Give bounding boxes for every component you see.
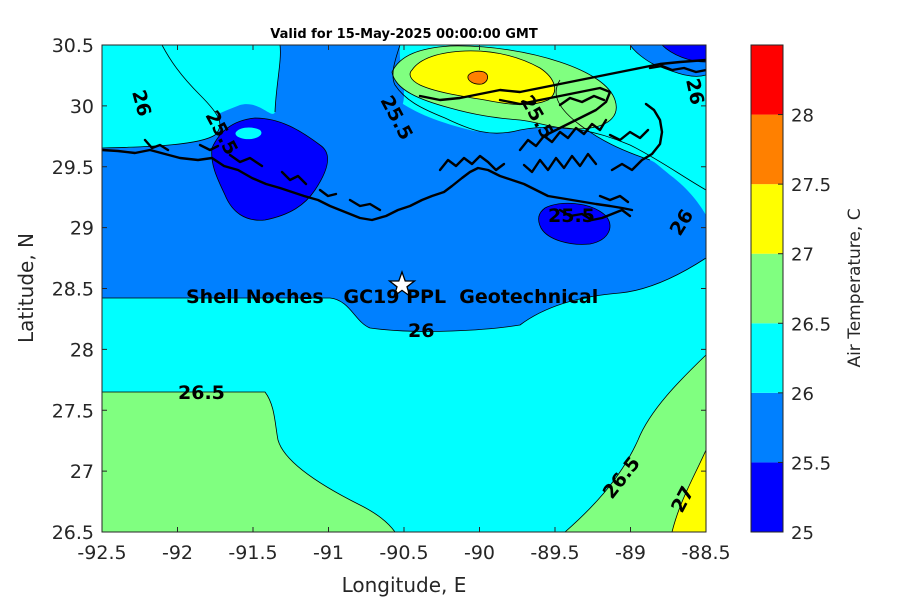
- contour-label: 26: [408, 320, 434, 342]
- x-tick-label: -89: [615, 542, 646, 564]
- site-marker: Shell Noches GC19 PPL Geotechnical: [186, 270, 598, 308]
- y-tick-label: 27: [70, 461, 94, 483]
- x-tick-label: -90.5: [379, 542, 428, 564]
- x-axis-label: Longitude, E: [342, 573, 467, 597]
- y-axis: 30.5 30 29.5 29 28.5 28 27.5 27 26.5: [52, 35, 706, 544]
- colorbar-band: [751, 253, 783, 324]
- contour-label: 26: [681, 76, 708, 106]
- colorbar-frame: [750, 44, 784, 533]
- x-tick-label: -91.5: [228, 542, 277, 564]
- coastline: [102, 58, 706, 222]
- colorbar-tick-label: 26: [791, 384, 814, 405]
- band-26-26.5-northwest: [102, 45, 220, 148]
- band-27.5-28-north: [467, 71, 488, 85]
- x-axis: -92.5 -92 -91.5 -91 -90.5 -90 -89.5 -89 -88.5: [77, 45, 731, 564]
- y-axis-label: Latitude, N: [14, 233, 38, 343]
- x-tick-label: -91: [313, 542, 344, 564]
- y-tick-label: 26.5: [52, 522, 94, 544]
- x-tick-label: -92: [162, 542, 193, 564]
- y-tick-label: 28: [70, 339, 94, 361]
- band-25-25.5-ne-corner: [662, 45, 706, 62]
- x-tick-label: -89.5: [530, 542, 579, 564]
- colorbar-tick-label: 27: [791, 245, 814, 266]
- colorbar-tick-label: 25: [791, 523, 814, 544]
- contour-label: 25.5: [548, 205, 595, 227]
- band-26.5-27-southeast: [565, 355, 706, 532]
- colorbar-tick-label: 26.5: [791, 314, 831, 335]
- band-25.5-26-upper: [275, 45, 405, 112]
- colorbar: 28 27.5 27 26.5 26 25.5 25: [750, 44, 831, 544]
- colorbar-tick-label: 25.5: [791, 453, 831, 474]
- site-label: Shell Noches GC19 PPL Geotechnical: [186, 286, 598, 308]
- y-tick-label: 27.5: [52, 400, 94, 422]
- band-25-25.5-nw-small: [235, 127, 262, 140]
- colorbar-band: [751, 45, 783, 115]
- colorbar-label: Air Temperature, C: [845, 208, 865, 367]
- band-26.5-27-south: [102, 392, 395, 532]
- y-tick-label: 29: [70, 218, 94, 240]
- colorbar-band: [751, 323, 783, 393]
- x-tick-label: -90: [464, 542, 495, 564]
- y-tick-label: 29.5: [52, 157, 94, 179]
- band-27-27.5-southeast: [672, 450, 706, 532]
- star-icon: [387, 270, 417, 298]
- y-tick-label: 28.5: [52, 279, 94, 301]
- colorbar-tick-label: 28: [791, 106, 814, 127]
- y-tick-label: 30.5: [52, 35, 94, 57]
- map-title: Valid for 15-May-2025 00:00:00 GMT: [270, 27, 538, 42]
- colorbar-band: [751, 392, 783, 463]
- colorbar-band: [751, 462, 783, 532]
- colorbar-tick-label: 27.5: [791, 175, 831, 196]
- colorbar-band: [751, 184, 783, 254]
- band-25-25.5-east: [538, 203, 610, 245]
- x-tick-label: -88.5: [681, 542, 730, 564]
- isolines: [102, 45, 706, 532]
- y-tick-label: 30: [70, 96, 94, 118]
- contour-field: [102, 45, 706, 532]
- x-tick-label: -92.5: [77, 542, 126, 564]
- contour-label: 26.5: [178, 382, 225, 404]
- colorbar-band: [751, 114, 783, 185]
